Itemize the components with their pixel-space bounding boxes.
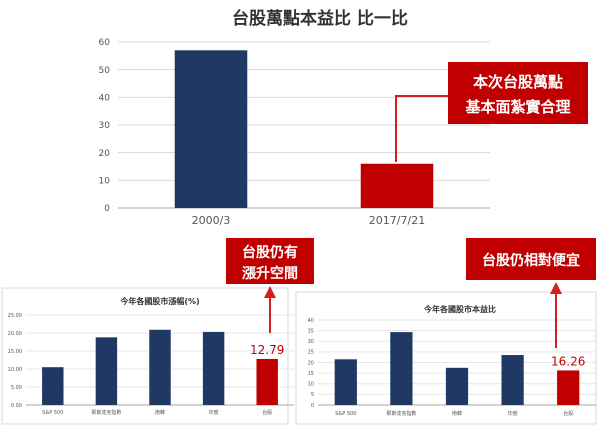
right-chart-category-label: 印度	[508, 410, 518, 417]
right-callout-arrow-head	[550, 282, 562, 294]
main-chart-ytick-label: 60	[99, 38, 111, 48]
right-chart-bar	[445, 367, 469, 405]
right-chart-ytick-label: 30	[308, 339, 314, 345]
left-chart-category-label: 台股	[262, 409, 272, 416]
main-chart-ytick-label: 50	[99, 66, 111, 76]
left-chart-bar	[95, 337, 118, 405]
main-chart-ytick-label: 40	[99, 93, 111, 103]
left-chart-ytick-label: 20.00	[8, 331, 22, 337]
left-chart-frame	[1, 287, 289, 425]
right-callout-box	[466, 238, 596, 280]
left-chart-ytick-label: 0.00	[11, 403, 22, 409]
right-chart: 0 5 10 15 20 25 30 35 40 S&P 500 那斯達克指數 南韓 印度 台股 16.26	[308, 318, 596, 417]
right-chart-category-label: 那斯達克指數	[386, 410, 416, 417]
left-chart-bar	[42, 367, 64, 405]
right-chart-bar	[390, 332, 413, 405]
main-callout-box	[448, 62, 588, 124]
right-chart-ytick-label: 35	[308, 328, 314, 334]
left-chart-category-label: 南韓	[155, 409, 165, 416]
left-chart-ytick-label: 5.00	[11, 385, 22, 391]
left-chart-ytick-label: 25.00	[8, 313, 22, 319]
right-chart-ytick-label: 40	[308, 318, 314, 324]
left-chart-value-label: 12.79	[250, 343, 284, 357]
main-chart-bar	[360, 163, 434, 208]
left-chart-bar	[202, 331, 225, 405]
left-callout: 台股仍有 漲升空間	[226, 238, 314, 333]
left-chart-category-label: 那斯達克指數	[91, 409, 121, 416]
main-chart-category-label: 2017/7/21	[369, 214, 425, 227]
main-callout-line1: 本次台股萬點	[473, 73, 563, 91]
left-chart-category-label: S&P 500	[42, 410, 63, 416]
main-callout-line2: 基本面紮實合理	[464, 98, 570, 116]
right-chart-ytick-label: 25	[308, 350, 314, 356]
main-chart: 0 10 20 30 40 50 60 2000/3 2017/7/21	[99, 38, 490, 227]
right-chart-ytick-label: 15	[308, 371, 314, 377]
right-callout: 台股仍相對便宜	[466, 238, 596, 348]
right-chart-bar	[334, 359, 357, 405]
main-chart-ytick-label: 10	[99, 176, 111, 186]
right-callout-text: 台股仍相對便宜	[482, 252, 580, 269]
right-chart-ytick-label: 0	[311, 403, 314, 409]
left-chart-bar	[256, 358, 278, 405]
right-chart-frame	[295, 291, 597, 425]
right-chart-title: 今年各國股市本益比	[423, 304, 496, 314]
main-chart-ytick-label: 30	[99, 121, 111, 131]
left-chart-category-label: 印度	[209, 409, 219, 416]
left-chart: 0.00 5.00 10.00 15.00 20.00 25.00 S&P 500 那斯達克指…	[8, 313, 294, 416]
right-chart-ytick-label: 5	[311, 392, 314, 398]
main-chart-ytick-label: 0	[104, 204, 110, 214]
main-chart-category-label: 2000/3	[192, 214, 231, 227]
right-chart-bar	[557, 370, 580, 405]
left-callout-line2: 漲升空間	[242, 265, 298, 282]
right-chart-category-label: S&P 500	[335, 411, 356, 417]
left-chart-ytick-label: 15.00	[8, 349, 22, 355]
right-chart-category-label: 南韓	[452, 410, 462, 417]
main-callout: 本次台股萬點 基本面紮實合理	[395, 62, 588, 162]
right-chart-category-label: 台股	[563, 410, 573, 417]
left-chart-bar	[149, 329, 171, 405]
left-callout-arrow-head	[264, 286, 276, 298]
main-chart-ytick-label: 20	[99, 149, 111, 159]
main-callout-connector	[395, 95, 448, 162]
main-chart-bar	[174, 50, 248, 208]
right-chart-ytick-label: 20	[308, 360, 314, 366]
left-chart-ytick-label: 10.00	[8, 367, 22, 373]
right-chart-bar	[501, 355, 524, 405]
left-chart-title: 今年各國股市漲幅(%)	[119, 296, 199, 306]
left-callout-box	[226, 238, 314, 284]
main-chart-title: 台股萬點本益比 比一比	[232, 8, 408, 29]
left-callout-line1: 台股仍有	[242, 244, 298, 261]
right-chart-value-label: 16.26	[551, 354, 585, 368]
right-chart-ytick-label: 10	[308, 382, 314, 388]
